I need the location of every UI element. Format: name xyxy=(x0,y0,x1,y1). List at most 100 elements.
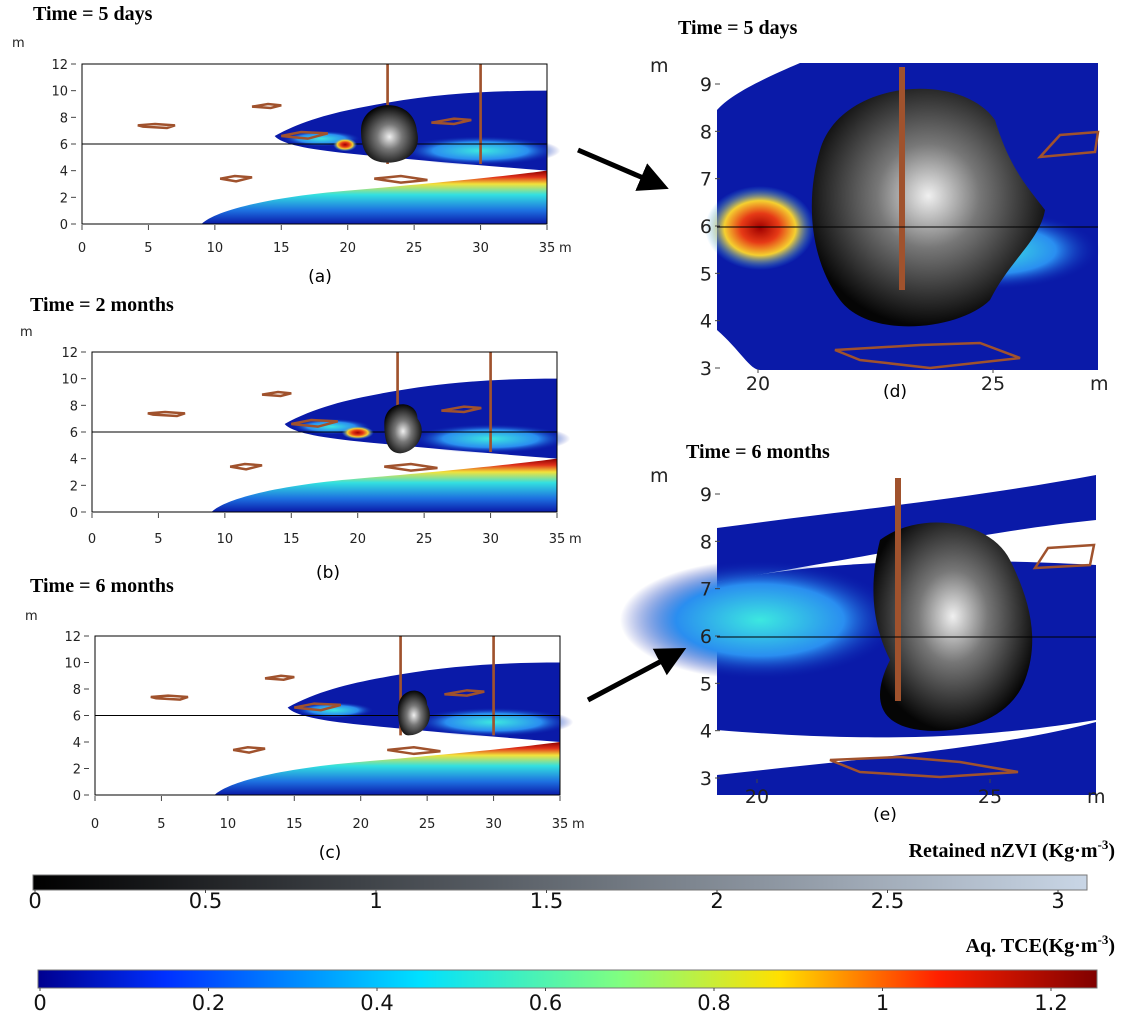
x-tick-label: 20 xyxy=(339,241,356,256)
y-tick-label: 4 xyxy=(700,311,712,333)
y-tick-label: 0 xyxy=(73,789,81,804)
x-tick-label: 20 xyxy=(745,786,769,808)
y-tick-label: 3 xyxy=(700,358,712,380)
y-tick-label: 10 xyxy=(61,373,78,388)
y-tick-label: 6 xyxy=(73,710,81,725)
y-tick-label: 6 xyxy=(700,626,712,648)
y-tick-label: 3 xyxy=(700,768,712,790)
colorbar-tick-label: 0.2 xyxy=(192,991,225,1015)
panel-label: (a) xyxy=(308,267,332,287)
panel-title: Time = 6 months xyxy=(30,575,174,597)
arrow xyxy=(578,150,655,183)
figure: Time = 5 daysm(a)05101520253035m02468101… xyxy=(0,0,1129,1023)
y-tick-label: 5 xyxy=(700,263,712,285)
x-unit: m xyxy=(1087,786,1106,808)
title-sup: -3 xyxy=(1097,837,1108,852)
y-tick-label: 8 xyxy=(60,111,68,126)
x-tick-label: 0 xyxy=(88,532,96,547)
x-tick-label: 15 xyxy=(286,817,303,832)
y-tick-label: 7 xyxy=(700,579,712,601)
x-unit: m xyxy=(569,532,582,547)
colorbar-title: Aq. TCE(Kg·m-3) xyxy=(966,932,1115,957)
y-tick-label: 5 xyxy=(700,673,712,695)
y-tick-label: 7 xyxy=(700,169,712,191)
colorbar-tick-label: 0.8 xyxy=(697,991,730,1015)
y-tick-label: 4 xyxy=(73,736,81,751)
colorbar-tick-label: 0.6 xyxy=(529,991,562,1015)
x-tick-label: 10 xyxy=(217,532,234,547)
x-tick-label: 35 xyxy=(549,532,566,547)
y-tick-label: 4 xyxy=(70,453,78,468)
x-unit: m xyxy=(559,241,572,256)
x-tick-label: 35 xyxy=(552,817,569,832)
panel-label: (b) xyxy=(316,563,340,583)
x-tick-label: 10 xyxy=(220,817,237,832)
y-unit: m xyxy=(12,36,25,51)
x-tick-label: 5 xyxy=(157,817,165,832)
x-tick-label: 35 xyxy=(539,241,556,256)
title-end: ) xyxy=(1108,935,1115,957)
y-tick-label: 10 xyxy=(64,657,81,672)
x-tick-label: 25 xyxy=(416,532,433,547)
y-unit: m xyxy=(650,465,669,487)
colorbar-tick-label: 0.4 xyxy=(360,991,393,1015)
colorbar-tick-label: 1.2 xyxy=(1034,991,1067,1015)
y-tick-label: 2 xyxy=(73,763,81,778)
colorbar-tce xyxy=(38,970,1097,988)
y-tick-label: 12 xyxy=(61,346,78,361)
panel-label: (e) xyxy=(873,805,897,825)
x-unit: m xyxy=(572,817,585,832)
x-tick-label: 25 xyxy=(978,786,1002,808)
colorbar-tick-label: 1 xyxy=(876,991,889,1015)
x-tick-label: 15 xyxy=(273,241,290,256)
title-text: Aq. TCE(Kg·m xyxy=(966,935,1098,957)
y-tick-label: 2 xyxy=(70,479,78,494)
y-tick-label: 12 xyxy=(64,630,81,645)
panel-a-field xyxy=(82,64,560,224)
y-tick-label: 12 xyxy=(51,58,68,73)
y-tick-label: 8 xyxy=(700,531,712,553)
x-tick-label: 25 xyxy=(419,817,436,832)
x-tick-label: 30 xyxy=(485,817,502,832)
y-tick-label: 2 xyxy=(60,191,68,206)
panel-title: Time = 5 days xyxy=(678,17,798,39)
y-tick-label: 4 xyxy=(700,721,712,743)
y-unit: m xyxy=(20,325,33,340)
panel-e-field xyxy=(620,475,1096,795)
x-tick-label: 5 xyxy=(154,532,162,547)
x-tick-label: 5 xyxy=(144,241,152,256)
title-end: ) xyxy=(1108,840,1115,862)
x-unit: m xyxy=(1090,373,1109,395)
y-tick-label: 9 xyxy=(700,74,712,96)
panel-label: (c) xyxy=(319,843,342,863)
x-tick-label: 10 xyxy=(207,241,224,256)
y-tick-label: 9 xyxy=(700,484,712,506)
x-tick-label: 0 xyxy=(78,241,86,256)
x-tick-label: 30 xyxy=(482,532,499,547)
colorbar-tick-label: 0 xyxy=(33,991,46,1015)
panel-label: (d) xyxy=(883,382,907,402)
panel-d-field xyxy=(705,63,1100,370)
panel-c-field xyxy=(95,636,573,795)
x-tick-label: 0 xyxy=(91,817,99,832)
title-text: Retained nZVI (Kg·m xyxy=(909,840,1098,862)
y-tick-label: 8 xyxy=(73,683,81,698)
x-tick-label: 15 xyxy=(283,532,300,547)
y-tick-label: 8 xyxy=(70,399,78,414)
x-tick-label: 25 xyxy=(981,373,1005,395)
y-tick-label: 6 xyxy=(70,426,78,441)
title-sup: -3 xyxy=(1097,932,1108,947)
y-tick-label: 4 xyxy=(60,165,68,180)
y-tick-label: 6 xyxy=(700,216,712,238)
y-tick-label: 0 xyxy=(60,218,68,233)
colorbar-nzvi xyxy=(33,875,1087,890)
panel-title: Time = 5 days xyxy=(33,3,153,25)
y-unit: m xyxy=(650,55,669,77)
x-tick-label: 20 xyxy=(352,817,369,832)
y-tick-label: 0 xyxy=(70,506,78,521)
arrow xyxy=(588,655,673,700)
colorbar-title: Retained nZVI (Kg·m-3) xyxy=(909,837,1115,862)
panel-b-field xyxy=(92,352,570,512)
x-tick-label: 20 xyxy=(746,373,770,395)
y-unit: m xyxy=(25,609,38,624)
